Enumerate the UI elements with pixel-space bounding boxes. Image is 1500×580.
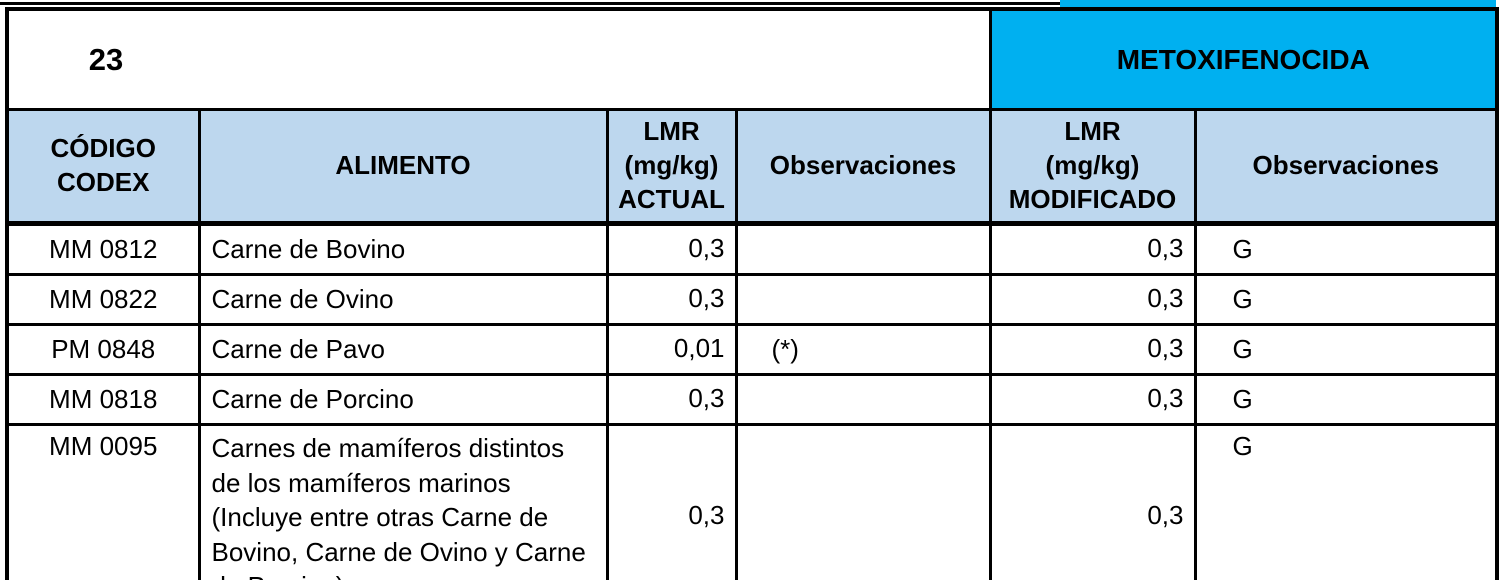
lmr-modified-cell: 0,3 bbox=[988, 273, 1197, 326]
top-edge-blue-fragment bbox=[1060, 0, 1496, 8]
food-cell: Carne de Bovino bbox=[197, 222, 609, 276]
lmr-modified-cell: 0,3 bbox=[988, 323, 1197, 376]
observations-actual-cell bbox=[734, 422, 992, 580]
observations-modified-cell: G bbox=[1193, 373, 1499, 426]
title-band-row: 23 METOXIFENOCIDA bbox=[5, 7, 1499, 111]
lmr-modified-cell: 0,3 bbox=[988, 422, 1197, 580]
food-cell: Carne de Pavo bbox=[197, 323, 609, 376]
column-header-row: CÓDIGO CODEX ALIMENTO LMR (mg/kg) ACTUAL… bbox=[5, 108, 1499, 226]
lmr-actual-cell: 0,01 bbox=[605, 323, 738, 376]
col-header-observaciones-modificado: Observaciones bbox=[1193, 108, 1499, 226]
table-row: MM 0095 Carnes de mamíferos distintos de… bbox=[5, 422, 1499, 580]
codex-code-cell: MM 0095 bbox=[5, 422, 201, 580]
table-row: MM 0818 Carne de Porcino 0,3 0,3 G bbox=[5, 373, 1499, 426]
lmr-actual-cell: 0,3 bbox=[605, 222, 738, 276]
lmr-actual-cell: 0,3 bbox=[605, 273, 738, 326]
table-row: PM 0848 Carne de Pavo 0,01 (*) 0,3 G bbox=[5, 323, 1499, 376]
page-number-cell: 23 bbox=[5, 7, 992, 111]
codex-code-cell: MM 0822 bbox=[5, 273, 201, 326]
col-header-observaciones-actual: Observaciones bbox=[734, 108, 992, 226]
top-edge-line bbox=[0, 2, 1060, 5]
col-header-lmr-actual: LMR (mg/kg) ACTUAL bbox=[605, 108, 738, 226]
observations-modified-cell: G bbox=[1193, 273, 1499, 326]
pesticide-name: METOXIFENOCIDA bbox=[1116, 43, 1370, 75]
food-cell: Carnes de mamíferos distintos de los mam… bbox=[197, 422, 609, 580]
observations-actual-cell: (*) bbox=[734, 323, 992, 376]
page-number: 23 bbox=[88, 41, 124, 77]
col-header-lmr-modificado: LMR (mg/kg) MODIFICADO bbox=[988, 108, 1197, 226]
lmr-table: 23 METOXIFENOCIDA CÓDIGO CODEX ALIMENTO … bbox=[5, 7, 1499, 580]
col-header-codigo-codex: CÓDIGO CODEX bbox=[5, 108, 201, 226]
table-row: MM 0812 Carne de Bovino 0,3 0,3 G bbox=[5, 222, 1499, 276]
food-cell: Carne de Porcino bbox=[197, 373, 609, 426]
observations-modified-cell: G bbox=[1193, 222, 1499, 276]
table-row: MM 0822 Carne de Ovino 0,3 0,3 G bbox=[5, 273, 1499, 326]
lmr-actual-cell: 0,3 bbox=[605, 422, 738, 580]
observations-modified-cell: G bbox=[1193, 422, 1499, 580]
codex-code-cell: PM 0848 bbox=[5, 323, 201, 376]
codex-code-cell: MM 0812 bbox=[5, 222, 201, 276]
lmr-modified-cell: 0,3 bbox=[988, 222, 1197, 276]
pesticide-name-cell: METOXIFENOCIDA bbox=[988, 7, 1499, 111]
observations-actual-cell bbox=[734, 373, 992, 426]
observations-modified-cell: G bbox=[1193, 323, 1499, 376]
lmr-modified-cell: 0,3 bbox=[988, 373, 1197, 426]
lmr-actual-cell: 0,3 bbox=[605, 373, 738, 426]
observations-actual-cell bbox=[734, 222, 992, 276]
codex-code-cell: MM 0818 bbox=[5, 373, 201, 426]
observations-actual-cell bbox=[734, 273, 992, 326]
col-header-alimento: ALIMENTO bbox=[197, 108, 609, 226]
food-cell: Carne de Ovino bbox=[197, 273, 609, 326]
